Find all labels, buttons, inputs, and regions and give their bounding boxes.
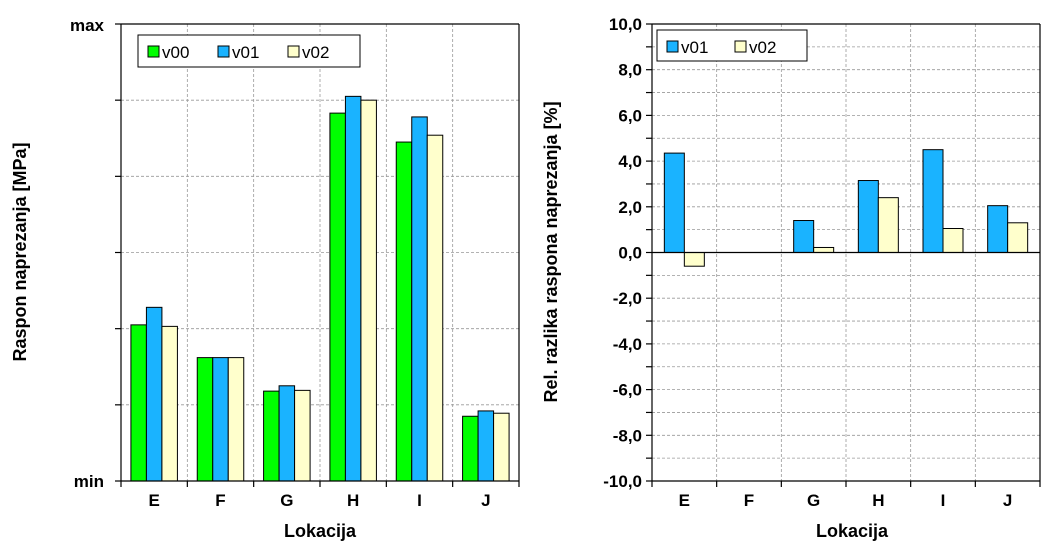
left-ytick-max: max: [70, 16, 105, 35]
bar-v02-G: [813, 246, 835, 254]
bar-v01-G: [793, 220, 815, 253]
xtick-label-E: E: [148, 491, 159, 510]
xtick-label-I: I: [941, 491, 946, 510]
bar-v01-F: [212, 357, 229, 482]
xtick-label-F: F: [215, 491, 225, 510]
legend-swatch-v02: [734, 40, 747, 53]
xtick-label-G: G: [280, 491, 293, 510]
bar-v00-H: [329, 112, 346, 482]
bar-v01-J: [477, 410, 495, 482]
left-bars: [130, 95, 510, 482]
bar-v00-G: [263, 390, 280, 482]
right-xtick-labels: E F G H I J: [679, 491, 1013, 510]
xtick-label-H: H: [347, 491, 359, 510]
bar-v01-J: [987, 205, 1009, 253]
ytick-label: -4,0: [613, 335, 642, 354]
bar-v02-J: [493, 412, 510, 482]
legend-label-v01: v01: [232, 43, 259, 62]
legend-label-v00: v00: [162, 43, 189, 62]
ytick-label: 8,0: [618, 61, 642, 80]
left-legend: v00 v01 v02: [137, 34, 361, 68]
legend-label-v02: v02: [302, 43, 329, 62]
ytick-label: -8,0: [613, 426, 642, 445]
legend-swatch-v02: [287, 45, 300, 58]
xtick-label-G: G: [807, 491, 820, 510]
left-gridlines: [121, 24, 519, 481]
right-bars: [663, 149, 1029, 267]
ytick-label: -10,0: [603, 472, 642, 491]
bar-v01-E: [145, 306, 163, 482]
xtick-label-H: H: [872, 491, 884, 510]
bar-v01-G: [278, 385, 296, 482]
xtick-label-J: J: [481, 491, 490, 510]
left-xtick-labels: E F G H I J: [148, 491, 490, 510]
bar-v00-E: [130, 324, 147, 482]
bar-v02-H: [360, 99, 377, 482]
ytick-label: 6,0: [618, 106, 642, 125]
bar-v01-I: [411, 116, 428, 482]
left-xlabel: Lokacija: [284, 521, 357, 541]
left-axes: [115, 23, 520, 487]
legend-box: [137, 34, 361, 68]
bar-v02-I: [942, 228, 964, 254]
bar-v00-F: [196, 357, 214, 482]
right-gridlines: [652, 24, 1040, 481]
legend-label-v01: v01: [681, 38, 708, 57]
bar-v02-F: [227, 357, 245, 482]
right-axes: [646, 23, 1041, 487]
legend-swatch-v01: [217, 45, 230, 58]
legend-label-v02: v02: [749, 38, 776, 57]
bar-v02-I: [426, 134, 444, 482]
ytick-label: 2,0: [618, 198, 642, 217]
right-ytick-labels: -10,0 -8,0 -6,0 -4,0 -2,0 0,0 2,0 4,0 6,0 8,0 10,0: [603, 15, 642, 491]
bar-v02-E: [161, 325, 178, 482]
left-ytick-min: min: [74, 472, 104, 491]
bar-v01-E: [663, 152, 685, 253]
xtick-label-F: F: [744, 491, 754, 510]
bar-v02-G: [294, 389, 311, 482]
ytick-label: 10,0: [609, 15, 642, 34]
right-legend: v01 v02: [656, 29, 808, 62]
right-chart: -10,0 -8,0 -6,0 -4,0 -2,0 0,0 2,0 4,0 6,0 8,0 10,0…: [541, 15, 1041, 541]
xtick-label-I: I: [417, 491, 422, 510]
ytick-label: -6,0: [613, 381, 642, 400]
bar-v00-I: [395, 141, 413, 482]
ytick-label: 4,0: [618, 152, 642, 171]
left-chart: max min E F G H I J Lokacija Raspon naprezanj…: [10, 16, 520, 541]
bar-v00-J: [462, 415, 479, 482]
legend-box: [656, 29, 808, 62]
right-xlabel: Lokacija: [816, 521, 889, 541]
bar-v02-J: [1007, 222, 1029, 253]
bar-v01-H: [857, 180, 879, 254]
xtick-label-E: E: [679, 491, 690, 510]
right-ylabel: Rel. razlika raspona naprezanja [%]: [541, 101, 561, 402]
bar-v01-I: [922, 149, 944, 253]
bar-v02-E: [683, 252, 705, 267]
left-ylabel: Raspon naprezanja [MPa]: [10, 142, 30, 361]
legend-swatch-v01: [666, 40, 679, 53]
legend-swatch-v00: [147, 45, 160, 58]
xtick-label-J: J: [1003, 491, 1012, 510]
bar-v01-H: [344, 95, 362, 482]
ytick-label: -2,0: [613, 289, 642, 308]
ytick-label: 0,0: [618, 244, 642, 263]
bar-v02-H: [877, 197, 899, 254]
